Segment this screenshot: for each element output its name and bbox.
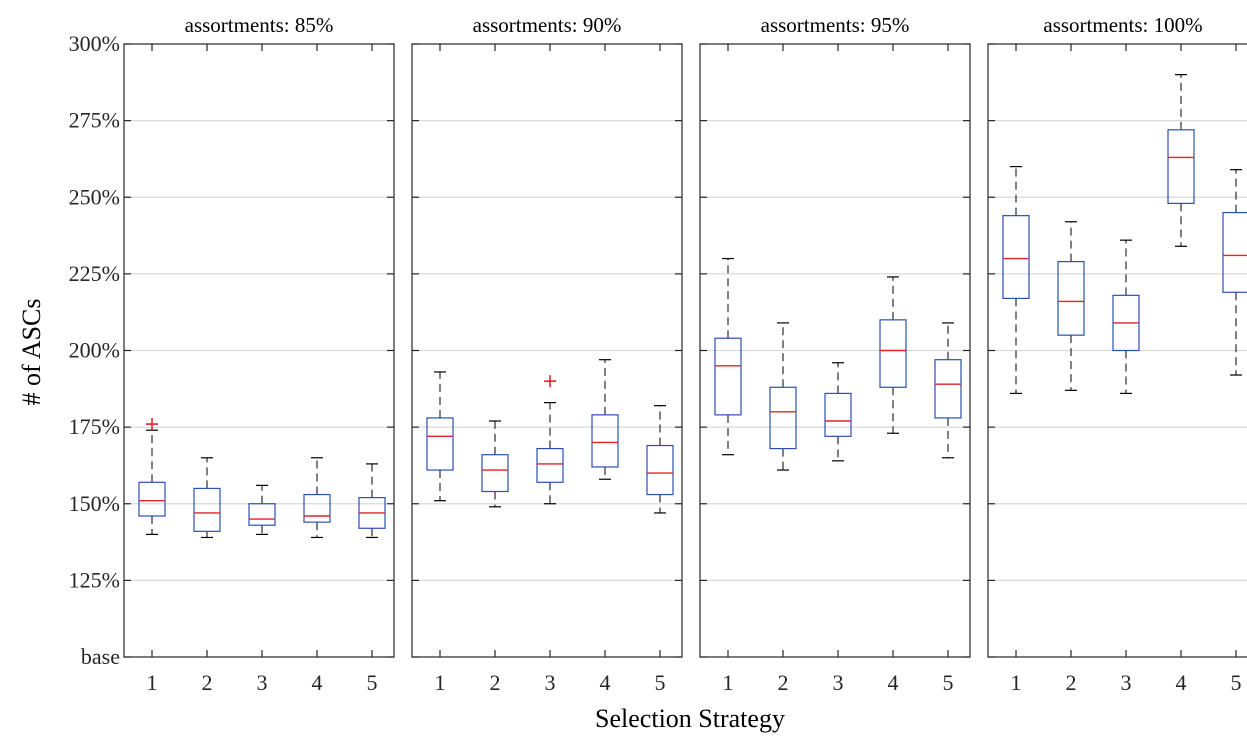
- y-axis-label: # of ASCs: [17, 299, 46, 406]
- y-tick-label: 225%: [69, 261, 120, 286]
- box: [824, 392, 852, 437]
- x-tick-label: 2: [1066, 670, 1077, 695]
- y-tick-label: 300%: [69, 31, 120, 56]
- box: [426, 417, 454, 471]
- box-group: 1: [138, 44, 166, 695]
- box-group: 5: [358, 44, 386, 695]
- box-group: 2: [1057, 44, 1085, 695]
- y-tick-label: 275%: [69, 108, 120, 133]
- box: [138, 481, 166, 517]
- panel-title: assortments: 90%: [473, 13, 622, 37]
- box: [1002, 215, 1030, 299]
- box-group: 1: [714, 44, 742, 695]
- box-group: 3: [824, 44, 852, 695]
- y-tick-label: 175%: [69, 414, 120, 439]
- box: [248, 503, 276, 526]
- box-group: 4: [591, 44, 619, 695]
- panels-layer: base 125% 150% 175% 200% 225% 250% 275% 300% asso…: [69, 13, 1247, 695]
- box: [591, 414, 619, 468]
- box: [1167, 129, 1195, 204]
- chart-panel: assortments: 95% 1 2 3 4 5: [699, 13, 971, 695]
- panel-title: assortments: 85%: [185, 13, 334, 37]
- box: [303, 493, 331, 523]
- x-tick-label: 5: [655, 670, 666, 695]
- box: [879, 319, 907, 388]
- outlier-marker: [544, 375, 556, 388]
- y-tick-label: 250%: [69, 184, 120, 209]
- x-tick-label: 2: [490, 670, 501, 695]
- box: [193, 487, 221, 532]
- x-tick-label: 1: [435, 670, 446, 695]
- x-tick-label: 5: [943, 670, 954, 695]
- box-group: 5: [646, 44, 674, 695]
- y-tick-label: 125%: [69, 567, 120, 592]
- y-tick-label: base: [81, 644, 120, 669]
- x-axis-label: Selection Strategy: [595, 704, 785, 733]
- box-group: 3: [1112, 44, 1140, 695]
- box: [714, 337, 742, 416]
- x-tick-label: 5: [1231, 670, 1242, 695]
- x-tick-label: 3: [257, 670, 268, 695]
- box-group: 3: [536, 44, 564, 695]
- box-group: 4: [879, 44, 907, 695]
- x-tick-label: 2: [202, 670, 213, 695]
- x-tick-label: 4: [1176, 670, 1187, 695]
- box: [646, 444, 674, 496]
- x-tick-label: 4: [312, 670, 323, 695]
- x-tick-label: 4: [600, 670, 611, 695]
- x-tick-label: 3: [833, 670, 844, 695]
- box-group: 2: [193, 44, 221, 695]
- chart-panel: base 125% 150% 175% 200% 225% 250% 275% 300% asso…: [69, 13, 395, 695]
- box-group: 5: [1222, 44, 1247, 695]
- box-group: 1: [1002, 44, 1030, 695]
- box-group: 3: [248, 44, 276, 695]
- y-tick-label: 150%: [69, 491, 120, 516]
- box: [934, 359, 962, 419]
- x-tick-label: 2: [778, 670, 789, 695]
- y-tick-label: 200%: [69, 338, 120, 363]
- box: [1222, 211, 1247, 293]
- box: [481, 454, 509, 493]
- box: [536, 447, 564, 483]
- chart-panel: assortments: 90% 1 2 3 4 5: [411, 13, 683, 695]
- panel-title: assortments: 95%: [761, 13, 910, 37]
- box: [769, 386, 797, 450]
- box-group: 4: [1167, 44, 1195, 695]
- x-tick-label: 4: [888, 670, 899, 695]
- x-tick-label: 3: [1121, 670, 1132, 695]
- x-tick-label: 3: [545, 670, 556, 695]
- box: [1057, 261, 1085, 336]
- box-group: 1: [426, 44, 454, 695]
- panel-title: assortments: 100%: [1043, 13, 1202, 37]
- chart-panel: assortments: 100% 1 2 3 4 5: [987, 13, 1247, 695]
- box-group: 2: [769, 44, 797, 695]
- box-group: 5: [934, 44, 962, 695]
- x-tick-label: 1: [147, 670, 158, 695]
- x-tick-label: 1: [723, 670, 734, 695]
- outlier-marker: [146, 418, 158, 431]
- x-tick-label: 1: [1011, 670, 1022, 695]
- x-tick-label: 5: [367, 670, 378, 695]
- box-group: 2: [481, 44, 509, 695]
- box-group: 4: [303, 44, 331, 695]
